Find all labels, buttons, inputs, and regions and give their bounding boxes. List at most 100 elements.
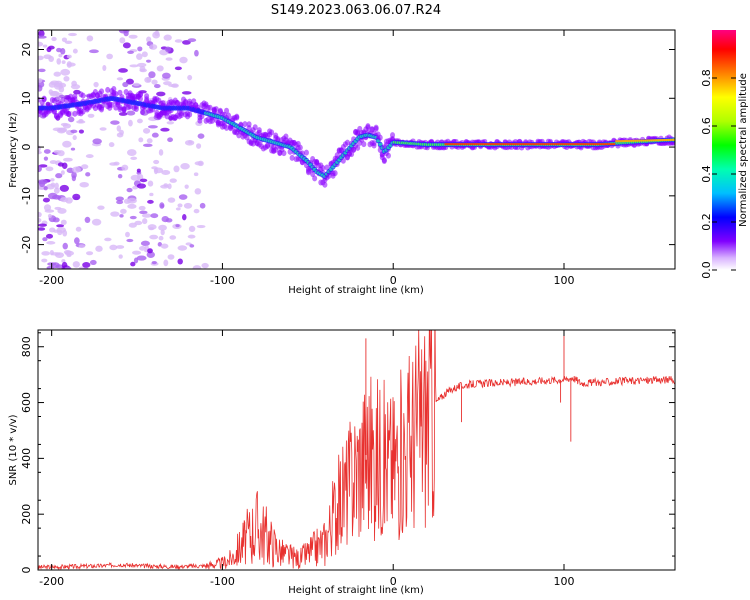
spectrogram-band-outer	[224, 124, 230, 131]
spectrogram-speckle	[163, 81, 172, 86]
spectrogram-speckle	[136, 168, 141, 173]
spectrogram-speckle	[87, 113, 95, 118]
spectrogram-speckle	[161, 170, 171, 176]
spectrogram-speckle	[43, 54, 52, 60]
spectrogram-speckle	[146, 59, 152, 63]
spectrogram-band-outer	[111, 85, 117, 92]
spectrogram-band-outer	[281, 150, 287, 157]
spectrogram-speckle	[38, 55, 44, 61]
spectrogram-speckle	[72, 135, 77, 141]
spectrogram-speckle	[156, 65, 164, 72]
spectrogram-speckle	[160, 127, 170, 132]
spectrogram-speckle	[38, 211, 42, 218]
spectrogram-band-outer	[670, 141, 675, 146]
spectrogram-speckle	[126, 149, 137, 156]
spectrogram-speckle	[51, 194, 62, 200]
spectrogram-band-outer	[265, 142, 271, 149]
spectrogram-speckle	[139, 246, 146, 251]
spectrogram-speckle	[177, 258, 183, 265]
spectrogram-band-outer	[207, 104, 213, 111]
spectrogram-speckle	[38, 41, 44, 47]
spectrogram-speckle	[78, 244, 86, 249]
spectrogram-speckle	[62, 229, 68, 237]
spectrogram-speckle	[194, 49, 199, 57]
spectrogram-band-outer	[252, 124, 258, 131]
spectrogram-band-outer	[109, 101, 115, 108]
spectrogram-speckle	[167, 254, 175, 260]
spectrogram-band-outer	[385, 152, 391, 159]
spectrogram-band-outer	[242, 121, 248, 128]
spectrogram-speckle	[57, 229, 63, 236]
snr-frame	[37, 329, 676, 571]
spectrogram-band-outer	[183, 98, 189, 105]
snr-ytick-label: 800	[20, 336, 33, 357]
spectrogram-speckle	[66, 62, 76, 67]
spectrogram-speckle	[118, 68, 128, 73]
spectrogram-speckle	[188, 225, 196, 233]
snr-ytick-label: 0	[20, 567, 33, 574]
spectrogram-speckle	[115, 245, 125, 249]
spectrogram-band-outer	[322, 181, 328, 188]
spectrogram-speckle	[72, 261, 80, 268]
spectrogram-speckle	[82, 262, 91, 268]
spectrogram-speckle	[79, 181, 89, 188]
spectrogram-speckle	[53, 71, 62, 77]
spectrogram-speckle	[130, 261, 136, 267]
spectrogram-band-outer	[224, 107, 230, 114]
spectrogram-speckle	[173, 165, 180, 173]
spectrogram-xtick-label: -100	[210, 274, 235, 287]
spectrogram-speckle	[60, 68, 71, 76]
spectrogram-speckle	[147, 180, 154, 187]
spectrogram-speckle	[43, 186, 48, 191]
spectrogram-speckle	[137, 46, 143, 52]
spectrogram-band-outer	[361, 141, 367, 148]
spectrogram-speckle	[121, 164, 129, 171]
spectrogram-band-outer	[140, 109, 146, 116]
spectrogram-speckle	[61, 261, 68, 269]
spectrogram-speckle	[129, 64, 139, 68]
spectrogram-speckle	[56, 127, 67, 134]
spectrogram-speckle	[56, 224, 65, 228]
spectrogram-speckle	[148, 71, 156, 79]
spectrogram-ytick-label: -20	[20, 236, 33, 254]
spectrogram-speckle	[160, 229, 165, 236]
spectrogram-speckle	[167, 183, 172, 190]
spectrogram-speckle	[151, 79, 158, 85]
spectrogram-band-outer	[99, 88, 105, 95]
spectrogram-speckle	[42, 44, 48, 48]
snr-ytick-label: 400	[20, 448, 33, 469]
spectrogram-speckle	[136, 118, 143, 124]
spectrogram-speckle	[189, 244, 195, 248]
spectrogram-speckle	[139, 210, 148, 215]
spectrogram-speckle	[122, 42, 131, 49]
spectrogram-speckle	[99, 127, 107, 131]
chart-title: S149.2023.063.06.07.R24	[271, 3, 441, 18]
spectrogram-band-outer	[312, 175, 318, 182]
spectrogram-speckle	[197, 133, 205, 139]
spectrogram-speckle	[55, 264, 64, 269]
spectrogram-speckle	[160, 243, 169, 249]
spectrogram-speckle	[165, 218, 173, 223]
spectrogram-speckle	[110, 120, 120, 125]
spectrogram-speckle	[140, 240, 150, 247]
spectrogram-band-outer	[209, 117, 215, 124]
spectrogram-speckle	[86, 251, 94, 256]
spectrogram-speckle	[153, 159, 160, 165]
spectrogram-band-outer	[320, 165, 326, 172]
spectrogram-band-outer	[355, 144, 361, 151]
spectrogram-speckle	[92, 138, 102, 145]
spectrogram-speckle	[51, 36, 57, 42]
spectrogram-band-outer	[117, 89, 123, 96]
spectrogram-speckle	[108, 142, 115, 148]
spectrogram-speckle	[123, 198, 131, 204]
spectrogram-speckle	[63, 76, 70, 82]
spectrogram-speckle	[38, 227, 46, 231]
spectrogram-speckle	[196, 143, 202, 149]
spectrogram-speckle	[55, 173, 63, 179]
spectrogram-speckle	[169, 178, 177, 183]
spectrogram-band-outer	[174, 100, 180, 107]
spectrogram-speckle	[38, 217, 42, 223]
spectrogram-speckle	[43, 204, 52, 212]
